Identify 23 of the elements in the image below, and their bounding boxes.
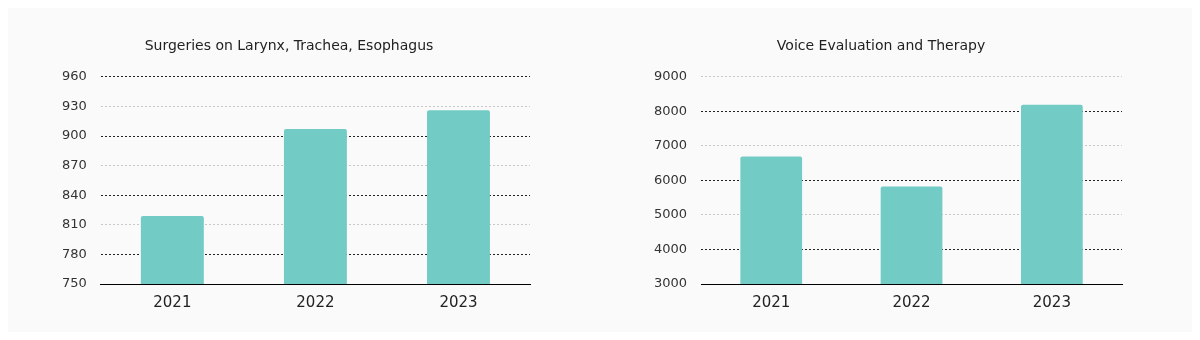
x-tick-label: 2022	[296, 292, 335, 311]
y-tick-label: 9000	[653, 68, 688, 84]
x-tick-label: 2023	[439, 292, 478, 311]
y-tick-label: 6000	[653, 171, 688, 187]
y-tick-label: 870	[61, 156, 87, 172]
y-tick-label: 900	[61, 127, 87, 143]
y-tick-label: 7000	[653, 137, 688, 153]
y-tick-label: 3000	[653, 275, 688, 291]
y-tick-label: 960	[61, 68, 87, 84]
y-tick-label: 5000	[653, 206, 688, 222]
y-tick-label: 930	[61, 97, 87, 113]
y-tick-label: 840	[61, 186, 87, 202]
y-tick-label: 750	[61, 275, 87, 291]
y-tick-label: 810	[61, 216, 87, 232]
chart-title: Surgeries on Larynx, Trachea, Esophagus	[144, 37, 434, 54]
x-tick-label: 2022	[892, 292, 931, 311]
y-tick-label: 8000	[653, 102, 688, 118]
y-tick-label: 780	[61, 245, 87, 261]
x-tick-label: 2023	[1032, 292, 1071, 311]
y-tick-label: 4000	[653, 240, 688, 256]
x-tick-label: 2021	[752, 292, 791, 311]
chart-title: Voice Evaluation and Therapy	[776, 37, 986, 54]
x-tick-label: 2021	[153, 292, 192, 311]
